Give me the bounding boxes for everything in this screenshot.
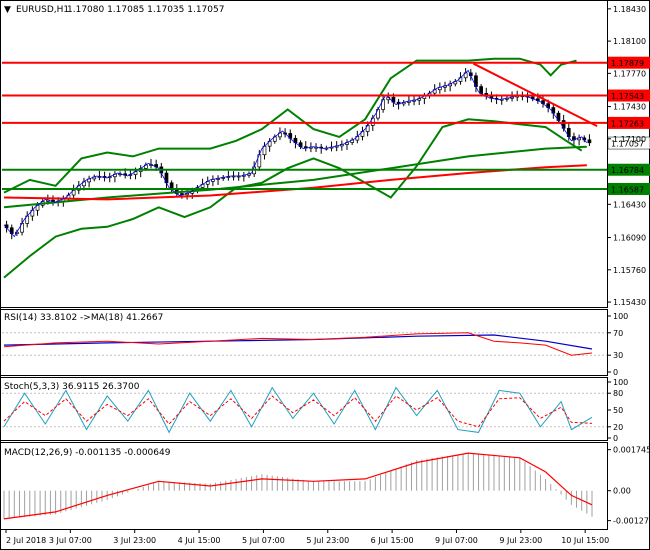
price-tick-label: 1.16090 <box>613 234 646 243</box>
rsi-tick-label: 70 <box>613 329 623 338</box>
time-tick-label: 2 Jul 2018 <box>6 536 46 545</box>
candle-body <box>587 139 592 144</box>
time-tick-label: 5 Jul 23:00 <box>306 536 349 545</box>
rsi-pane[interactable] <box>0 309 608 376</box>
axis-layer: 1.17879 1.17543 1.17263 1.16784 1.16587 1.170… <box>5 5 650 545</box>
ma-fast-line <box>3 69 588 238</box>
time-tick-label: 9 Jul 07:00 <box>435 536 478 545</box>
rsi-title: RSI(14) 33.8102 ->MA(18) 41.2667 <box>4 313 163 323</box>
stoch-tick-label: 100 <box>613 378 628 387</box>
time-tick-label: 3 Jul 23:00 <box>113 536 156 545</box>
stoch-main-line <box>3 386 593 434</box>
resistance-price-badge <box>608 89 650 102</box>
time-tick-label: 4 Jul 15:00 <box>178 536 221 545</box>
price-tick-label: 1.15430 <box>613 298 646 307</box>
current-price-badge <box>607 136 650 150</box>
chart-symbol: EURUSD,H1 <box>16 5 69 15</box>
rsi-layer <box>2 332 607 356</box>
resistance-price-label: 1.17879 <box>611 59 644 68</box>
stoch-tick-label: 50 <box>613 406 623 415</box>
stoch-layer <box>2 386 607 434</box>
support-price-label: 1.16587 <box>611 185 644 194</box>
stoch-tick-label: 0 <box>613 434 618 443</box>
macd-signal-line <box>3 452 593 520</box>
time-tick-label: 5 Jul 07:00 <box>242 536 285 545</box>
time-tick-label: 3 Jul 07:00 <box>49 536 92 545</box>
time-tick-label: 10 Jul 15:00 <box>561 536 609 545</box>
support-price-badge <box>608 163 650 176</box>
ma-mid-line <box>3 145 587 209</box>
resistance-price-badge <box>608 116 650 129</box>
time-tick-label: 6 Jul 15:00 <box>371 536 414 545</box>
trendline <box>472 62 598 128</box>
rsi-tick-label: 0 <box>613 368 618 377</box>
price-tick-label: 1.18430 <box>613 5 646 14</box>
stoch-tick-label: 20 <box>613 423 623 432</box>
resistance-price-label: 1.17543 <box>611 92 644 101</box>
support-price-label: 1.16784 <box>611 166 644 175</box>
macd-tick-label: 0.00 <box>613 487 631 496</box>
bollinger-upper-line <box>3 57 577 194</box>
stoch-title: Stoch(5,3,3) 36.9115 26.3700 <box>4 382 140 392</box>
macd-tick-label: 0.001745 <box>613 446 650 455</box>
price-tick-label: 1.17430 <box>613 103 646 112</box>
current-price-label: 1.17057 <box>611 140 644 149</box>
macd-title: MACD(12,26,9) -0.001135 -0.000649 <box>4 448 171 458</box>
price-tick-label: 1.17770 <box>613 69 646 78</box>
stoch-tick-label: 80 <box>613 389 623 398</box>
price-tick-label: 1.16430 <box>613 200 646 209</box>
price-tick-label: 1.18100 <box>613 37 646 46</box>
price-pane[interactable] <box>0 0 608 308</box>
chart-marker-icon[interactable]: ▼ <box>4 5 11 15</box>
bollinger-lower-line <box>3 118 583 279</box>
price-tick-label: 1.17100 <box>613 135 646 144</box>
rsi-tick-label: 100 <box>613 312 628 321</box>
ma-slow-line <box>3 164 587 201</box>
rsi-tick-label: 30 <box>613 351 623 360</box>
price-tick-label: 1.15760 <box>613 266 646 275</box>
stoch-signal-line <box>3 395 593 428</box>
rsi-line <box>3 332 593 356</box>
support-price-badge <box>608 182 650 195</box>
time-tick-label: 9 Jul 23:00 <box>499 536 542 545</box>
macd-pane[interactable] <box>0 442 608 530</box>
macd-tick-label: -0.001272 <box>613 517 650 526</box>
macd-layer <box>3 452 593 520</box>
stoch-pane[interactable] <box>0 377 608 441</box>
resistance-price-badge <box>608 56 650 69</box>
price-layer <box>2 57 607 279</box>
resistance-price-label: 1.17263 <box>611 119 644 128</box>
chart-ohlc: 1.17080 1.17085 1.17035 1.17057 <box>67 5 224 15</box>
